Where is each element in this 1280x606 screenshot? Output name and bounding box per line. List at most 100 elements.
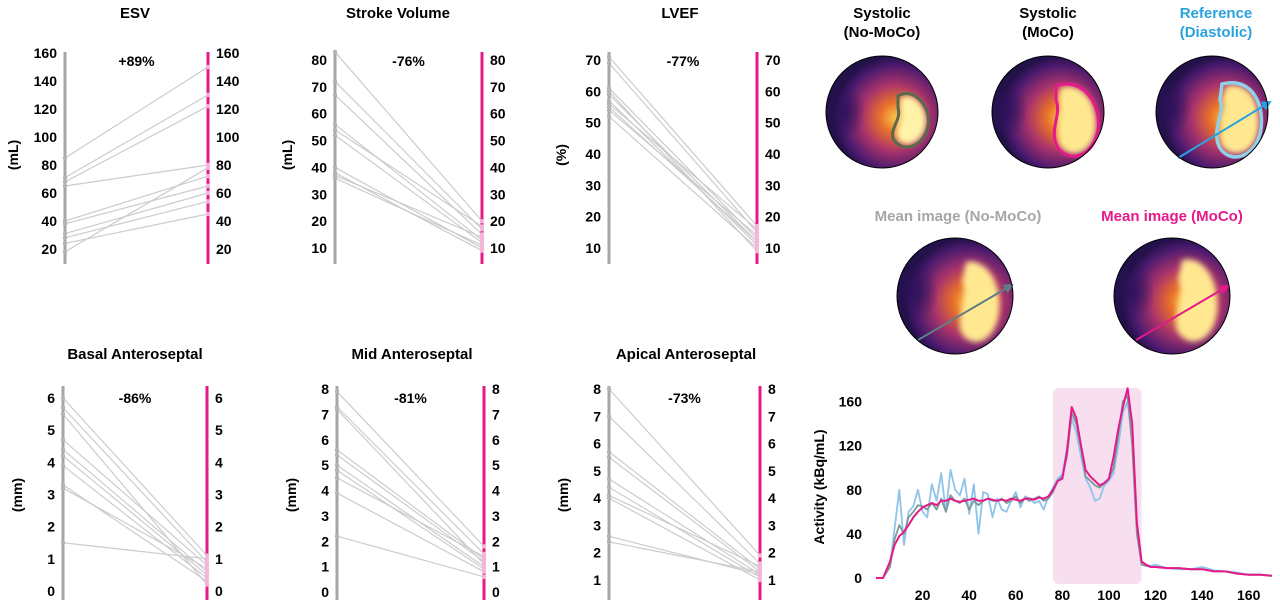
subject-line — [334, 123, 483, 241]
top-image-title-nomoco-line2: (No-MoCo) — [844, 24, 921, 41]
subject-line — [336, 469, 485, 570]
trace-line-moco — [876, 387, 1273, 579]
subject-line — [334, 129, 483, 228]
before-point — [60, 482, 66, 488]
before-point — [606, 101, 612, 107]
y-axis-label: (mm) — [555, 478, 571, 512]
right-tick-label: 1 — [215, 551, 223, 567]
subject-line — [64, 105, 209, 183]
after-point — [481, 561, 487, 567]
before-point — [606, 89, 612, 94]
left-tick-label: 140 — [34, 73, 58, 89]
subject-line — [64, 185, 209, 225]
after-point — [205, 199, 211, 204]
after-point — [204, 572, 210, 578]
subject-line — [334, 134, 483, 244]
left-tick-label: 8 — [593, 381, 601, 397]
percent-change-label: -73% — [668, 390, 701, 406]
after-point — [481, 544, 487, 549]
subject-line — [608, 115, 758, 249]
left-tick-label: 2 — [593, 545, 601, 561]
subject-line — [64, 192, 209, 235]
subject-line — [608, 478, 761, 576]
top-image-title-reference-line1: Reference — [1180, 5, 1253, 22]
top-image-title-reference-line2: (Diastolic) — [1180, 24, 1253, 41]
before-point — [332, 165, 338, 170]
after-point — [481, 554, 487, 559]
subject-line — [62, 439, 208, 566]
after-point — [481, 569, 487, 574]
after-point — [479, 248, 485, 253]
after-point — [204, 566, 210, 571]
activity-trace-chart: Activity (kBq/mL) 0 40 80 120 160 20 40 60 80 100 1… — [811, 387, 1273, 603]
before-point — [60, 411, 66, 417]
right-tick-label: 20 — [490, 213, 506, 229]
after-point — [754, 233, 760, 238]
right-tick-label: 50 — [490, 133, 506, 149]
panel-title: Basal Anteroseptal — [67, 346, 202, 363]
panel-title: LVEF — [661, 5, 698, 22]
subject-line — [608, 456, 761, 573]
before-point — [60, 437, 66, 443]
right-tick-label: 20 — [216, 241, 232, 257]
right-tick-label: 3 — [768, 517, 776, 533]
left-tick-label: 120 — [34, 101, 58, 117]
left-tick-label: 4 — [321, 483, 329, 499]
top-image-title-nomoco-line1: Systolic — [853, 5, 911, 22]
after-point — [204, 553, 210, 558]
before-point — [606, 60, 612, 66]
subject-line — [608, 451, 761, 570]
x-tick-label: 40 — [961, 587, 977, 603]
left-tick-label: 5 — [321, 457, 329, 473]
panel-title: Mid Anteroseptal — [351, 346, 472, 363]
right-tick-label: 2 — [768, 545, 776, 561]
subject-line — [336, 477, 485, 558]
left-tick-label: 4 — [593, 490, 601, 506]
left-tick-label: 5 — [593, 463, 601, 479]
before-point — [332, 92, 338, 98]
left-tick-label: 80 — [41, 157, 57, 173]
after-point — [757, 577, 763, 583]
after-point — [204, 563, 210, 568]
after-point — [205, 183, 211, 189]
pet-image-border — [825, 55, 939, 169]
subject-line — [336, 492, 485, 573]
left-tick-label: 6 — [593, 436, 601, 452]
profile-arrow-reference — [1177, 100, 1272, 159]
right-tick-label: 4 — [492, 483, 500, 499]
subject-line — [608, 87, 758, 240]
left-tick-label: 10 — [585, 240, 601, 256]
before-point — [334, 447, 340, 453]
after-point — [204, 579, 210, 584]
right-tick-label: 5 — [215, 422, 223, 438]
subject-line — [64, 175, 209, 222]
subject-line — [62, 397, 208, 557]
after-point — [754, 245, 760, 251]
before-point — [62, 249, 68, 254]
after-point — [754, 242, 760, 248]
before-point — [606, 414, 612, 419]
y-axis-label: (mm) — [283, 478, 299, 512]
before-point — [62, 179, 68, 184]
left-tick-label: 60 — [585, 83, 601, 99]
x-tick-label: 100 — [1097, 587, 1121, 603]
x-tick-label: 80 — [1055, 587, 1071, 603]
left-tick-label: 30 — [311, 186, 327, 202]
after-point — [205, 211, 211, 217]
left-tick-label: 6 — [321, 432, 329, 448]
mean-image-title-nomoco: Mean image (No-MoCo) — [875, 208, 1042, 225]
slope-panel-sv: Stroke Volume -76% (mL) 10 20 30 40 50 60 70 80 10 2… — [279, 5, 506, 264]
subject-line — [334, 174, 483, 238]
left-tick-label: 20 — [585, 209, 601, 225]
subject-line — [336, 464, 485, 568]
right-tick-label: 80 — [216, 157, 232, 173]
after-point — [754, 227, 760, 232]
before-point — [332, 122, 338, 127]
subject-line — [608, 388, 761, 556]
before-point — [60, 453, 66, 459]
percent-change-label: -76% — [392, 53, 425, 69]
after-point — [479, 235, 485, 240]
right-tick-label: 120 — [216, 101, 240, 117]
left-tick-label: 70 — [311, 79, 327, 95]
before-point — [60, 447, 66, 452]
